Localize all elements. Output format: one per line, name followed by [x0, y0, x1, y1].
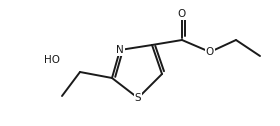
Text: HO: HO [44, 55, 60, 65]
Text: O: O [178, 9, 186, 19]
Text: O: O [206, 47, 214, 57]
Text: S: S [135, 93, 141, 103]
Text: N: N [116, 45, 124, 55]
